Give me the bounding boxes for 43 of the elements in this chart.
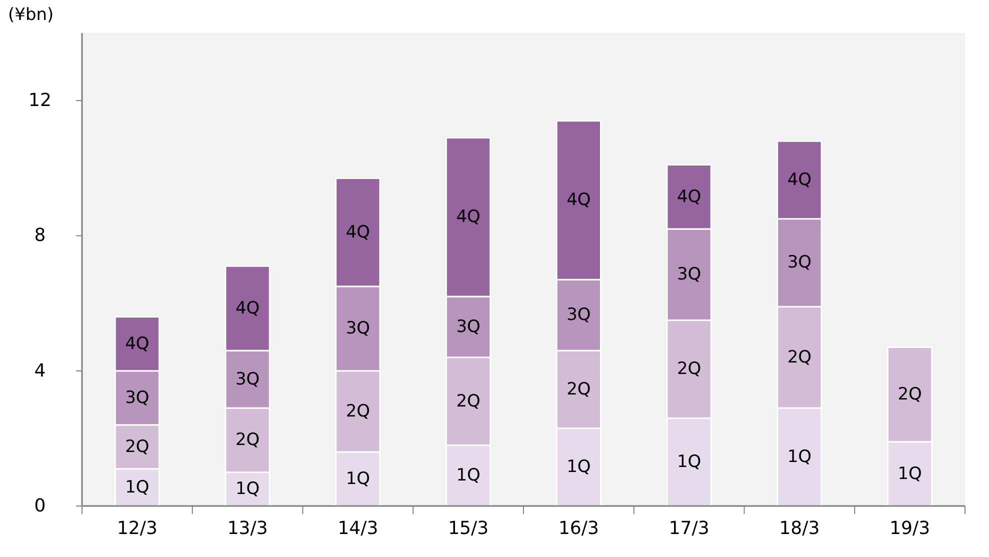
text: 1Q [456, 466, 480, 486]
text: 2Q [787, 347, 812, 368]
text: 4Q [566, 190, 591, 210]
x-tick-label: 18/3 [779, 518, 820, 539]
series-label: 3Q [346, 318, 370, 339]
text: 4Q [125, 334, 150, 354]
x-tick-label: 14/3 [338, 518, 378, 539]
text: 3Q [787, 252, 812, 273]
x-tick-label: 17/3 [668, 518, 710, 539]
text: 3Q [125, 388, 150, 408]
y-tick-label: 4 [34, 360, 46, 382]
series-label: 2Q [346, 401, 370, 422]
text: 3Q [235, 369, 260, 390]
text: 4Q [787, 170, 812, 190]
x-tick-label: 19/3 [890, 518, 930, 539]
text: 2Q [456, 391, 480, 412]
text: 1Q [566, 457, 591, 478]
text: 3Q [456, 316, 480, 337]
text: 3Q [566, 305, 591, 326]
text: 4Q [676, 186, 702, 207]
x-tick-label: 13/3 [227, 518, 268, 539]
text: 4Q [235, 298, 260, 318]
text: 2Q [566, 379, 591, 400]
series-label: 1Q [235, 479, 260, 500]
text: 2Q [235, 430, 260, 450]
y-tick-label: 0 [34, 496, 46, 516]
x-tick-label: 16/3 [558, 518, 599, 539]
text: 1Q [125, 477, 150, 498]
y-tick-label: 12 [28, 90, 52, 112]
text: 4Q [456, 207, 480, 228]
text: 2Q [676, 359, 702, 380]
x-tick-label: 15/3 [448, 518, 489, 539]
text: 1Q [787, 447, 812, 468]
text: 1Q [898, 464, 922, 484]
x-tick-label: 12/3 [116, 518, 158, 539]
text: 1Q [346, 468, 370, 489]
series-label: 4Q [346, 222, 370, 242]
y-tick-label: 8 [34, 225, 46, 246]
y-axis-title: (¥bn) [8, 5, 54, 25]
text: 2Q [898, 384, 922, 405]
text: 1Q [676, 452, 702, 472]
text: 3Q [676, 264, 702, 285]
text: 2Q [125, 436, 150, 457]
